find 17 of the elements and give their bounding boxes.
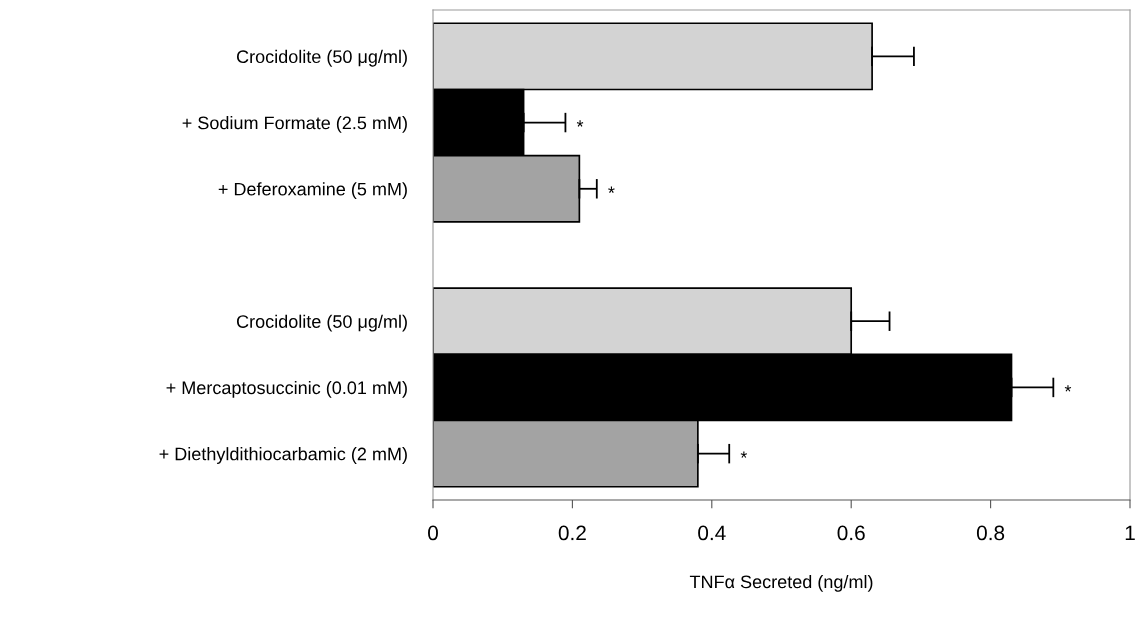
data-label: *	[576, 120, 584, 127]
y-tick-label: Crocidolite (50 μg/ml)	[236, 314, 407, 332]
y-tick-label: + Diethyldithiocarbamic (2 mM)	[159, 447, 407, 464]
x-tick-label: 0.4	[698, 525, 726, 541]
data-label: *	[1064, 385, 1072, 392]
y-tick-label: + Mercaptosuccinic (0.01 mM)	[166, 380, 407, 398]
data-label: *	[740, 451, 748, 458]
x-tick-label: 0.2	[558, 525, 586, 541]
y-tick-label: + Sodium Formate (2.5 mM)	[182, 116, 407, 133]
y-tick-label: Crocidolite (50 μg/ml)	[236, 49, 407, 67]
x-tick-label: 0.6	[837, 525, 865, 541]
x-tick-label: 1	[1125, 525, 1135, 541]
data-label: *	[608, 186, 615, 193]
x-axis-title: TNFα Secreted (ng/ml)	[689, 574, 873, 592]
y-tick-label: + Deferoxamine (5 mM)	[218, 182, 407, 200]
x-tick-label: 0	[428, 525, 438, 541]
x-tick-label: 0.8	[976, 525, 1005, 541]
